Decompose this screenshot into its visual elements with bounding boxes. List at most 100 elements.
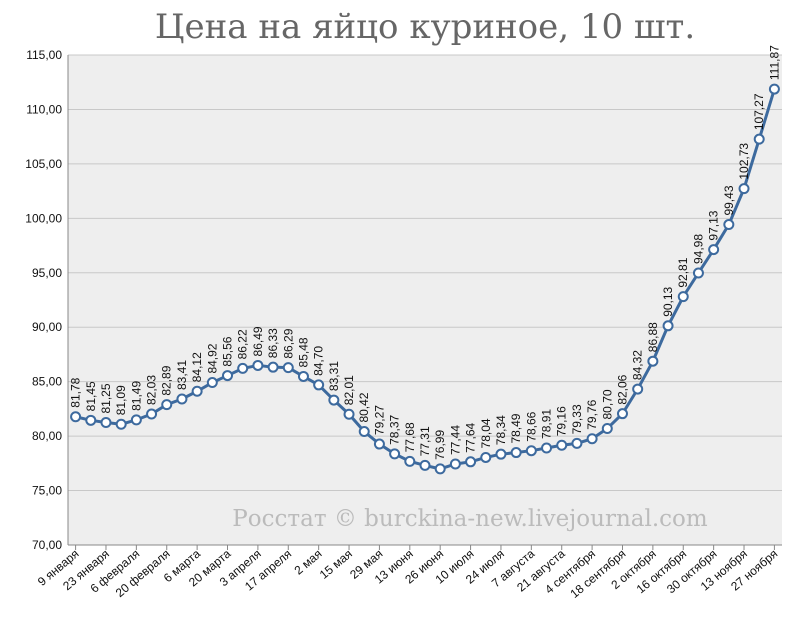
data-label: 79,33 [570,404,584,434]
data-label: 86,49 [251,326,265,356]
data-point [692,267,704,279]
data-point [556,439,568,451]
data-label: 79,76 [585,399,599,429]
watermark: Росстат © burckina-new.livejournal.com [232,506,708,532]
data-point [525,445,537,457]
data-point [601,422,613,434]
data-label: 76,99 [433,430,447,460]
data-label: 78,34 [494,415,508,445]
data-label: 92,81 [676,257,690,287]
data-point [373,438,385,450]
data-label: 82,01 [342,375,356,405]
data-label: 99,43 [722,185,736,215]
data-label: 82,89 [160,365,174,395]
data-point [389,448,401,460]
data-point [130,414,142,426]
data-label: 79,27 [372,405,386,435]
data-point [571,437,583,449]
data-label: 80,70 [600,389,614,419]
y-tick-label: 70,00 [32,538,62,552]
data-label: 86,88 [646,322,660,352]
data-label: 81,78 [69,377,83,407]
data-point [85,414,97,426]
data-label: 107,27 [752,93,766,130]
data-label: 82,03 [145,375,159,405]
y-tick-label: 105,00 [25,157,62,171]
data-point [768,83,780,95]
data-label: 84,12 [190,352,204,382]
data-label: 83,31 [327,361,341,391]
data-label: 84,70 [312,346,326,376]
data-label: 85,56 [221,336,235,366]
data-point [252,359,264,371]
data-point [708,244,720,256]
data-label: 78,49 [509,413,523,443]
data-point [632,383,644,395]
y-tick-label: 100,00 [25,211,62,225]
data-point [237,362,249,374]
data-label: 85,48 [296,337,310,367]
data-point [70,411,82,423]
data-point [206,377,218,389]
data-point [222,370,234,382]
data-point [404,455,416,467]
data-point [738,183,750,195]
data-point [328,394,340,406]
data-label: 81,49 [129,381,143,411]
data-label: 111,87 [767,45,781,80]
data-label: 80,42 [357,392,371,422]
data-label: 77,44 [448,425,462,455]
data-label: 78,37 [388,415,402,445]
data-point [313,379,325,391]
data-point [297,370,309,382]
y-tick-label: 90,00 [32,320,62,334]
y-tick-label: 85,00 [32,375,62,389]
data-label: 82,06 [615,374,629,404]
data-point [434,463,446,475]
data-label: 77,64 [464,422,478,452]
x-tick-label: 15 мая [317,547,355,582]
data-point [419,459,431,471]
data-point [465,456,477,468]
data-point [358,426,370,438]
data-point [723,219,735,231]
data-point [480,451,492,463]
data-label: 81,25 [99,383,113,413]
data-point [100,417,112,428]
data-point [343,408,355,420]
data-point [647,355,659,367]
data-label: 84,92 [205,343,219,373]
data-point [616,408,628,420]
data-point [115,418,127,430]
data-label: 94,98 [691,234,705,264]
data-label: 78,91 [540,409,554,439]
data-point [510,447,522,459]
data-label: 86,29 [281,328,295,358]
chart-title: Цена на яйцо куриное, 10 шт. [155,7,695,47]
data-label: 77,31 [418,426,432,456]
y-tick-label: 95,00 [32,266,62,280]
data-label: 81,09 [114,385,128,415]
data-label: 86,22 [236,329,250,359]
y-tick-label: 115,00 [26,48,62,62]
data-point [267,361,279,373]
data-point [176,393,188,405]
data-point [146,408,158,420]
data-label: 79,16 [555,406,569,436]
data-point [586,433,598,445]
data-point [662,320,674,332]
data-point [677,291,689,303]
data-label: 81,45 [84,381,98,411]
data-label: 83,41 [175,360,189,390]
data-point [541,442,553,454]
y-tick-label: 75,00 [32,484,62,498]
data-point [495,448,507,460]
data-label: 90,13 [661,286,675,316]
data-label: 86,33 [266,328,280,358]
data-label: 102,73 [737,143,751,180]
data-label: 84,32 [631,350,645,380]
data-point [282,362,294,374]
data-label: 78,04 [479,418,493,448]
data-point [449,458,461,470]
